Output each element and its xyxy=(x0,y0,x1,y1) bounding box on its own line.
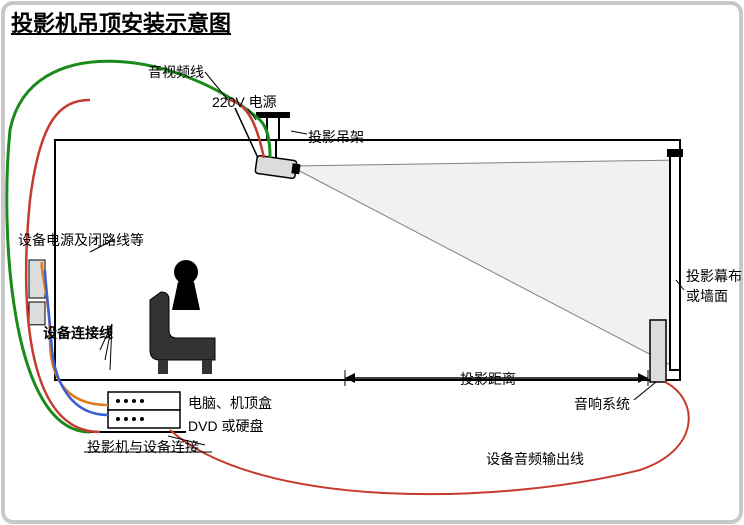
label-equip-power: 设备电源及闭路线等 xyxy=(18,230,144,250)
diagram-root: 投影机吊顶安装示意图 音视频线 220V 电源 投影吊架 设备电源及闭路线等 设… xyxy=(0,0,744,525)
label-av-cable: 音视频线 xyxy=(148,62,204,82)
label-screen: 投影幕布 或墙面 xyxy=(686,266,742,306)
label-power-220v: 220V 电源 xyxy=(212,92,277,112)
label-sound-sys: 音响系统 xyxy=(574,394,630,414)
label-ceiling-mount: 投影吊架 xyxy=(308,127,364,147)
label-audio-out: 设备音频输出线 xyxy=(486,449,584,469)
label-proj-conn: 投影机与设备连接 xyxy=(87,437,199,457)
label-conn-cable: 设备连接线 xyxy=(43,323,113,343)
label-proj-dist: 投影距离 xyxy=(460,369,516,389)
label-equip-list1: 电脑、机顶盒 xyxy=(188,393,272,413)
label-equip-list2: DVD 或硬盘 xyxy=(188,416,263,436)
